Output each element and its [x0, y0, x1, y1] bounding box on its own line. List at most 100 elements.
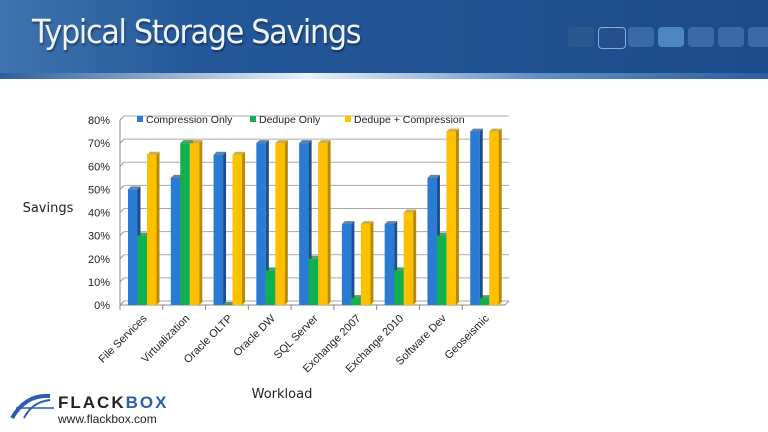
bar-top: [489, 128, 502, 132]
bar-top: [275, 140, 288, 144]
legend-swatch: [250, 116, 256, 122]
gridline-depth: [119, 254, 125, 260]
gridline-depth: [119, 115, 125, 121]
nav-square: [688, 27, 714, 47]
bar-top: [479, 295, 493, 299]
bar-top: [256, 140, 269, 144]
x-tick-label: Oracle DW: [231, 312, 278, 359]
bar-top: [128, 186, 141, 190]
gridline-depth: [119, 300, 125, 306]
bar-top: [232, 151, 246, 155]
y-tick-label: 80%: [88, 115, 110, 127]
bar-top: [427, 174, 440, 178]
bar-top: [341, 221, 355, 225]
bar-side: [479, 128, 483, 305]
bar-top: [436, 232, 450, 236]
bar-side: [351, 221, 355, 305]
bar-side: [242, 151, 246, 305]
bar-2-6: [403, 212, 414, 305]
bar-side: [199, 140, 203, 305]
bar-2-1: [189, 143, 200, 305]
gridline-depth: [119, 208, 125, 213]
y-tick-label: 60%: [88, 161, 110, 173]
bar-0-6: [384, 224, 395, 305]
bar-top: [403, 209, 417, 213]
bar-0-1: [170, 177, 181, 305]
gridline-depth: [119, 138, 125, 144]
y-tick-label: 20%: [88, 254, 110, 266]
gridline-depth: [119, 231, 125, 236]
y-axis-title: Savings: [23, 201, 74, 216]
nav-square: [568, 27, 594, 47]
bar-2-0: [147, 154, 157, 305]
gridline-depth: [119, 185, 125, 190]
legend-swatch: [137, 116, 143, 122]
y-tick-label: 70%: [88, 138, 110, 150]
nav-square: [598, 27, 626, 49]
y-tick-label: 30%: [88, 231, 110, 243]
bar-top: [299, 140, 312, 144]
bar-top: [170, 174, 184, 178]
bar-0-3: [256, 143, 266, 305]
nav-square: [718, 27, 744, 47]
nav-square: [658, 27, 684, 47]
logo-name: FLACKBOX: [58, 393, 169, 412]
y-tick-label: 40%: [88, 208, 110, 220]
bar-1-8: [479, 298, 490, 305]
bar-0-7: [427, 177, 437, 305]
gridline-depth: [119, 277, 125, 283]
bar-top: [308, 255, 322, 259]
bar-2-5: [360, 224, 371, 305]
bar-top: [213, 151, 227, 155]
legend-label: Dedupe Only: [259, 114, 321, 126]
bar-top: [394, 267, 407, 271]
bar-2-3: [275, 143, 285, 305]
bar-top: [446, 128, 459, 132]
bar-top: [223, 302, 236, 305]
bar-side: [498, 128, 502, 305]
bar-1-6: [394, 270, 404, 305]
x-tick-label: Geoseismic: [443, 312, 492, 361]
legend-label: Compression Only: [146, 114, 233, 126]
bar-top: [137, 232, 150, 236]
bar-top: [189, 140, 203, 144]
bar-1-0: [137, 235, 147, 305]
bar-top: [360, 221, 374, 225]
bar-side: [284, 140, 288, 305]
bar-0-0: [128, 189, 138, 305]
bar-1-3: [265, 270, 276, 305]
legend-label: Dedupe + Compression: [354, 114, 465, 126]
bar-1-4: [308, 258, 319, 305]
bar-side: [413, 209, 417, 305]
bar-side: [455, 128, 459, 305]
bar-1-1: [180, 143, 190, 305]
y-tick-label: 10%: [88, 277, 110, 289]
banner-divider: [0, 73, 768, 79]
y-tick-label: 0%: [94, 300, 110, 312]
bar-top: [265, 267, 279, 271]
bar-top: [147, 151, 160, 155]
bar-0-8: [470, 131, 480, 305]
legend-swatch: [345, 116, 351, 122]
bar-0-5: [341, 224, 352, 305]
bar-side: [223, 151, 227, 305]
nav-square: [628, 27, 654, 47]
bar-2-2: [232, 154, 243, 305]
bar-1-7: [436, 235, 447, 305]
bar-2-8: [489, 131, 499, 305]
logo-url: www.flackbox.com: [58, 412, 157, 426]
gridline-depth: [119, 161, 125, 167]
bar-0-2: [213, 154, 224, 305]
bar-2-4: [318, 143, 328, 305]
bar-top: [470, 128, 483, 132]
bar-1-5: [351, 298, 361, 305]
bar-top: [384, 221, 398, 225]
bar-side: [156, 151, 160, 305]
bar-0-4: [299, 143, 309, 305]
y-tick-label: 50%: [88, 184, 110, 196]
axis-depth: [504, 300, 510, 306]
bar-side: [327, 140, 331, 305]
flackbox-logo-icon: [10, 393, 54, 420]
bar-side: [370, 221, 374, 305]
